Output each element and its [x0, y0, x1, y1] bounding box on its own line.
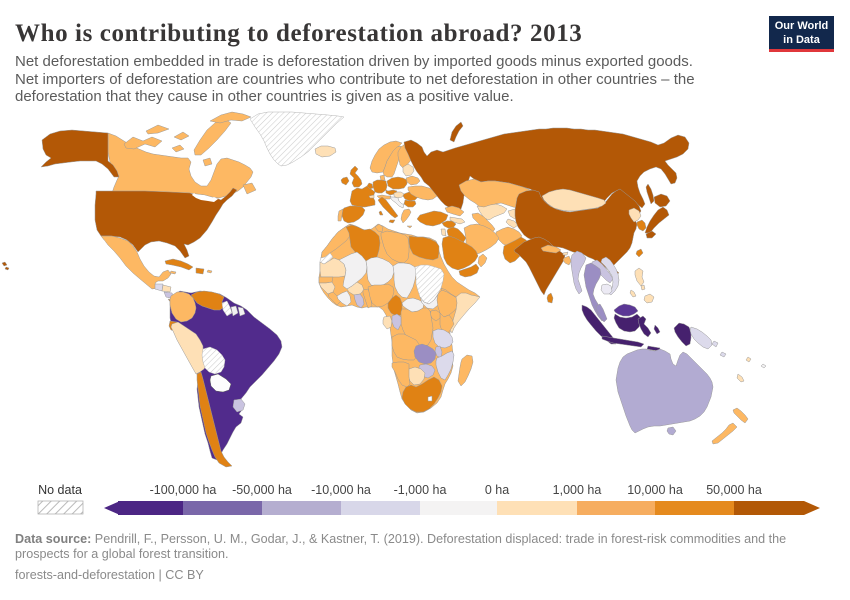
- svg-text:50,000 ha: 50,000 ha: [706, 483, 762, 497]
- svg-text:-10,000 ha: -10,000 ha: [311, 483, 371, 497]
- svg-text:-1,000 ha: -1,000 ha: [394, 483, 447, 497]
- svg-text:-100,000 ha: -100,000 ha: [150, 483, 217, 497]
- svg-text:No data: No data: [38, 483, 82, 497]
- svg-text:0 ha: 0 ha: [485, 483, 509, 497]
- svg-text:-50,000 ha: -50,000 ha: [232, 483, 292, 497]
- svg-text:10,000 ha: 10,000 ha: [627, 483, 683, 497]
- svg-text:1,000 ha: 1,000 ha: [553, 483, 602, 497]
